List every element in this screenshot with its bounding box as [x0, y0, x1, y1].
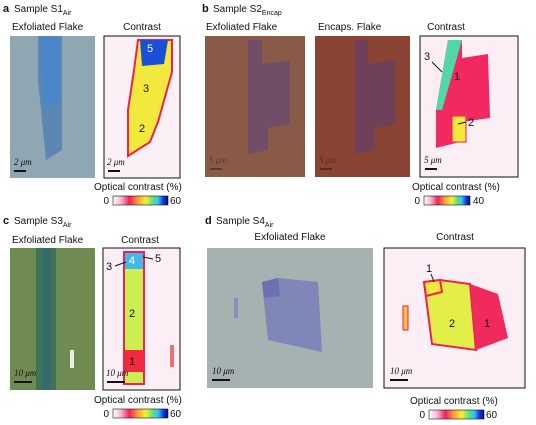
image-label: Exfoliated Flake: [254, 232, 326, 243]
scale-bar-label: 5 μm: [319, 155, 337, 165]
panel-letter: d: [205, 215, 212, 227]
scale-bar-label: 10 μm: [106, 368, 129, 378]
scale-bar-label: 2 μm: [107, 157, 125, 167]
micrograph: 10 μm: [207, 248, 373, 388]
colorbar-max: 60: [170, 409, 182, 420]
region-label: 2: [129, 308, 135, 320]
subscript: Air: [63, 222, 72, 229]
panel-title: Sample S2Encap: [213, 4, 282, 17]
region-label: 4: [129, 255, 135, 267]
panel-letter: c: [3, 215, 9, 227]
colorbar-min: 0: [103, 196, 109, 207]
panel-d: d Sample S4Air Exfoliated Flake Contrast…: [205, 215, 526, 421]
region-label: 2: [139, 123, 145, 135]
image-label: Contrast: [121, 235, 159, 246]
colorbar-label: Optical contrast (%): [94, 182, 182, 193]
scale-bar-label: 10 μm: [212, 366, 235, 376]
scale-bar-label: 10 μm: [390, 366, 413, 376]
panel-title: Sample S3Air: [14, 216, 72, 229]
image-label: Contrast: [427, 22, 465, 33]
micrograph: 5 μm: [315, 36, 410, 177]
panel-c: c Sample S3Air Exfoliated Flake Contrast…: [3, 215, 182, 420]
scale-bar-label: 2 μm: [14, 157, 32, 167]
colorbar-label: Optical contrast (%): [410, 396, 498, 407]
image-label: Contrast: [123, 22, 161, 33]
colorbar: [112, 408, 169, 419]
image-label: Exfoliated Flake: [12, 22, 84, 33]
micrograph: 10 μm: [10, 248, 95, 390]
colorbar-min: 0: [414, 196, 420, 207]
contrast-map: 5 3 2 2 μm: [103, 35, 181, 179]
colorbar: [428, 409, 485, 420]
region-label: 1: [129, 356, 135, 368]
colorbar-label: Optical contrast (%): [94, 395, 182, 406]
colorbar-min: 0: [103, 409, 109, 420]
region-label: 3: [424, 51, 430, 63]
contrast-map: 3 1 2 5 μm: [419, 35, 519, 178]
region-label: 1: [426, 263, 432, 275]
image-label: Encaps. Flake: [318, 22, 382, 33]
region-label: 2: [468, 117, 474, 129]
region-label: 3: [106, 261, 112, 273]
region-label: 5: [155, 253, 161, 265]
subscript: Air: [63, 10, 72, 17]
region-label: 5: [147, 43, 153, 55]
colorbar-max: 40: [473, 196, 485, 207]
region-label: 3: [143, 83, 149, 95]
scale-bar-label: 10 μm: [14, 368, 37, 378]
image-label: Exfoliated Flake: [12, 235, 84, 246]
region-label: 1: [454, 71, 460, 83]
scale-bar-label: 5 μm: [424, 155, 442, 165]
title: Sample S1: [14, 4, 63, 15]
panel-b: b Sample S2Encap Exfoliated Flake Encaps…: [202, 3, 519, 207]
contrast-map: 1 2 1 10 μm: [383, 247, 526, 389]
panel-letter: b: [202, 3, 209, 15]
title: Sample S3: [14, 216, 63, 227]
panel-title: Sample S1Air: [14, 4, 72, 17]
contrast-map: 3 4 5 2 1 10 μm: [102, 247, 181, 391]
title: Sample S4: [216, 216, 265, 227]
panel-a: a Sample S1Air Exfoliated Flake Contrast…: [3, 3, 182, 207]
subscript: Encap: [262, 10, 282, 17]
scale-bar-label: 5 μm: [209, 155, 227, 165]
panel-letter: a: [3, 3, 10, 15]
panel-title: Sample S4Air: [216, 216, 274, 229]
title: Sample S2: [213, 4, 262, 15]
image-label: Contrast: [436, 232, 474, 243]
colorbar: [423, 195, 471, 206]
colorbar-min: 0: [419, 410, 425, 421]
image-label: Exfoliated Flake: [206, 22, 278, 33]
colorbar-max: 60: [170, 196, 182, 207]
colorbar-label: Optical contrast (%): [412, 182, 500, 193]
region-label: 1: [484, 318, 490, 330]
colorbar-max: 60: [486, 410, 498, 421]
subscript: Air: [265, 222, 274, 229]
colorbar: [112, 195, 169, 206]
micrograph: 2 μm: [10, 36, 95, 178]
micrograph: 5 μm: [205, 36, 305, 177]
region-label: 2: [449, 318, 455, 330]
